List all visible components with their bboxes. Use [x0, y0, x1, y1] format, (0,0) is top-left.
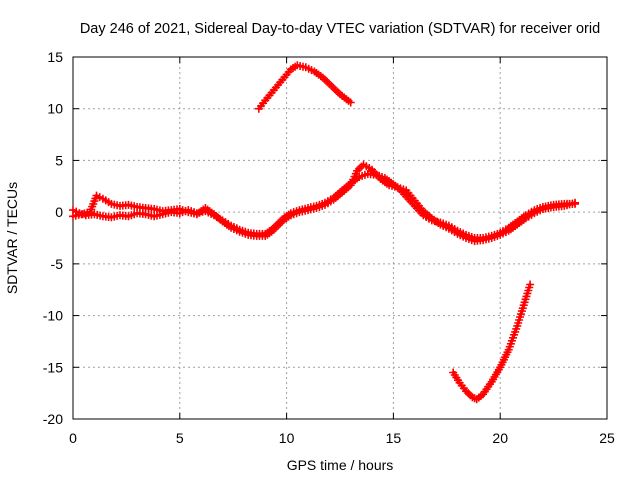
- x-tick-label: 10: [279, 430, 295, 446]
- y-tick-label: -10: [43, 308, 63, 324]
- data-point-marker: [346, 98, 355, 107]
- chart-title: Day 246 of 2021, Sidereal Day-to-day VTE…: [80, 21, 600, 37]
- plot-frame: [72, 56, 608, 420]
- x-tick-label: 25: [599, 430, 615, 446]
- y-tick-label: 15: [47, 49, 63, 65]
- grid-lines: [73, 57, 607, 419]
- x-tick-label: 5: [176, 430, 184, 446]
- data-point-marker: [571, 198, 579, 207]
- y-tick-label: 5: [55, 152, 63, 168]
- y-tick-label: -15: [43, 359, 63, 375]
- axis-ticks: 0 5 10 15 20 25 15 10 5 0 -5 -10 -15 -20: [43, 49, 615, 446]
- y-tick-label: -5: [51, 256, 64, 272]
- series-main-band-b: [69, 160, 579, 246]
- y-tick-label: -20: [43, 411, 63, 427]
- data-series: [69, 61, 579, 404]
- series-upper-arc: [254, 61, 355, 113]
- x-tick-label: 20: [492, 430, 508, 446]
- data-point-marker: [526, 280, 535, 289]
- x-axis-label: GPS time / hours: [287, 457, 394, 473]
- y-tick-label: 0: [55, 204, 63, 220]
- y-tick-label: 10: [47, 101, 63, 117]
- x-tick-label: 15: [386, 430, 402, 446]
- x-tick-label: 0: [69, 430, 77, 446]
- y-axis-label: SDTVAR / TECUs: [4, 182, 20, 294]
- series-lower-arc: [449, 280, 535, 404]
